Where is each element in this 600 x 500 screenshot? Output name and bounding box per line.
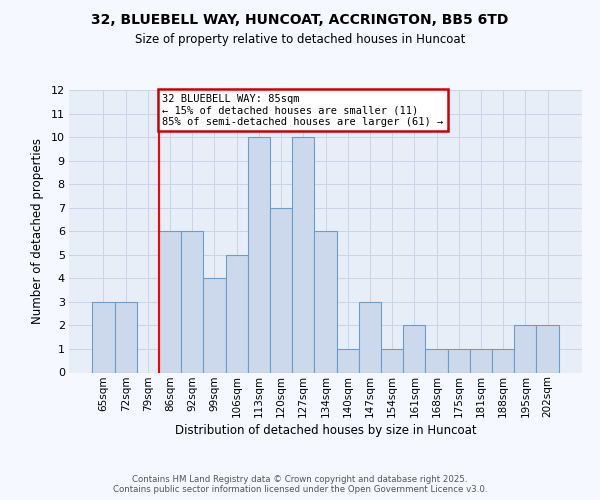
Bar [425,349,448,372]
Bar [492,349,514,372]
Bar [314,231,337,372]
Y-axis label: Number of detached properties: Number of detached properties [31,138,44,324]
Bar [514,326,536,372]
Bar [92,302,115,372]
Bar [470,349,492,372]
X-axis label: Distribution of detached houses by size in Huncoat: Distribution of detached houses by size … [175,424,476,438]
Bar [203,278,226,372]
Bar [381,349,403,372]
Bar [403,326,425,372]
Bar [337,349,359,372]
Bar [226,255,248,372]
Text: Size of property relative to detached houses in Huncoat: Size of property relative to detached ho… [135,32,465,46]
Bar [270,208,292,372]
Text: 32 BLUEBELL WAY: 85sqm
← 15% of detached houses are smaller (11)
85% of semi-det: 32 BLUEBELL WAY: 85sqm ← 15% of detached… [162,94,443,126]
Bar [248,137,270,372]
Text: Contains HM Land Registry data © Crown copyright and database right 2025.
Contai: Contains HM Land Registry data © Crown c… [113,474,487,494]
Bar [159,231,181,372]
Bar [448,349,470,372]
Bar [292,137,314,372]
Bar [359,302,381,372]
Bar [115,302,137,372]
Text: 32, BLUEBELL WAY, HUNCOAT, ACCRINGTON, BB5 6TD: 32, BLUEBELL WAY, HUNCOAT, ACCRINGTON, B… [91,12,509,26]
Bar [536,326,559,372]
Bar [181,231,203,372]
